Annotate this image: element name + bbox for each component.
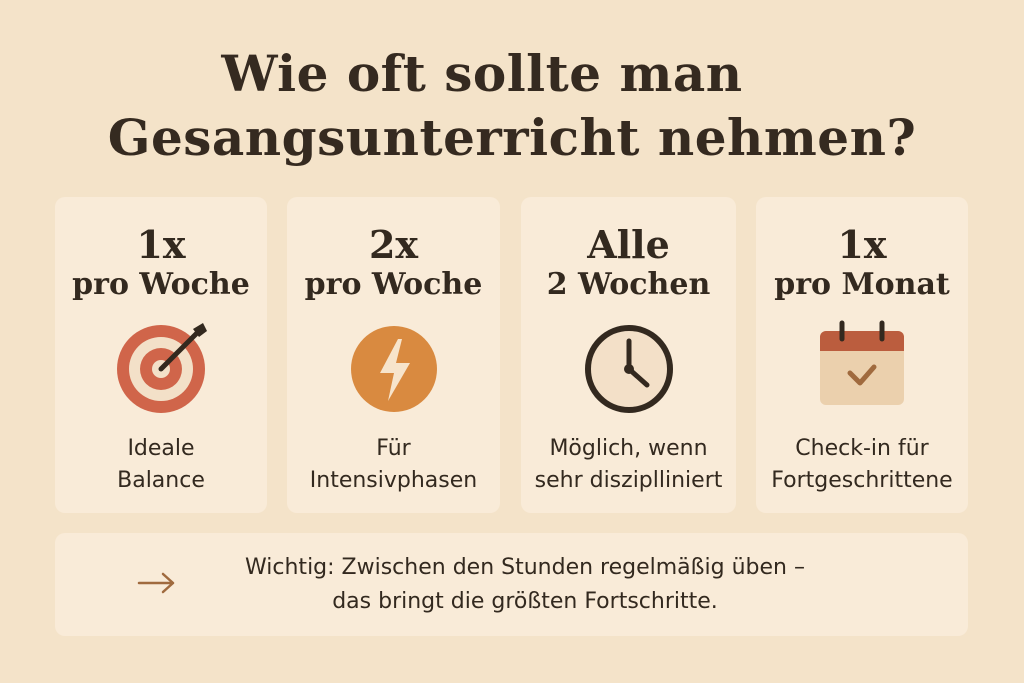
card-biweekly: Alle 2 Wochen Möglich, wenn sehr diszipll… bbox=[521, 197, 736, 513]
tip-line: das bringt die größten Fortschritte. bbox=[332, 589, 718, 614]
desc-line: Fortgeschrittene bbox=[771, 468, 953, 493]
desc-line: Möglich, wenn bbox=[549, 436, 708, 461]
card-period: pro Woche bbox=[304, 267, 483, 302]
title-line-1: Wie oft sollte man bbox=[221, 44, 743, 103]
tip-box: Wichtig: Zwischen den Stunden regelmäßig… bbox=[55, 533, 968, 636]
card-twice-weekly: 2x pro Woche Für Intensivphasen bbox=[287, 197, 500, 513]
card-description: Ideale Balance bbox=[55, 433, 267, 497]
target-icon bbox=[117, 323, 207, 413]
desc-line: Ideale bbox=[127, 436, 195, 461]
arrow-right-icon bbox=[137, 572, 175, 594]
card-weekly: 1x pro Woche Ideale Balance bbox=[55, 197, 267, 513]
title-line-2: Gesangsunterricht nehmen? bbox=[107, 108, 917, 167]
desc-line: Balance bbox=[117, 468, 205, 493]
card-description: Für Intensivphasen bbox=[287, 433, 500, 497]
card-description: Möglich, wenn sehr disziplliniert bbox=[521, 433, 736, 497]
calendar-check-icon bbox=[820, 320, 904, 405]
page-title: Wie oft sollte man Gesangsunterricht neh… bbox=[0, 42, 1024, 170]
tip-text: Wichtig: Zwischen den Stunden regelmäßig… bbox=[175, 551, 875, 619]
card-period: pro Monat bbox=[774, 267, 950, 302]
desc-line: Check-in für bbox=[795, 436, 929, 461]
card-description: Check-in für Fortgeschrittene bbox=[756, 433, 968, 497]
desc-line: Für bbox=[376, 436, 411, 461]
clock-icon bbox=[584, 325, 673, 413]
card-frequency: Alle bbox=[587, 222, 670, 267]
card-frequency: 1x bbox=[136, 222, 186, 267]
card-period: pro Woche bbox=[72, 267, 250, 302]
card-period: 2 Wochen bbox=[546, 267, 711, 302]
desc-line: sehr disziplliniert bbox=[534, 468, 723, 493]
card-frequency: 1x bbox=[837, 222, 887, 267]
desc-line: Intensivphasen bbox=[309, 468, 478, 493]
lightning-icon bbox=[350, 326, 437, 412]
tip-line: Wichtig: Zwischen den Stunden regelmäßig… bbox=[245, 555, 805, 580]
card-monthly: 1x pro Monat Check-in für Fortgeschritten… bbox=[756, 197, 968, 513]
card-frequency: 2x bbox=[368, 222, 419, 267]
